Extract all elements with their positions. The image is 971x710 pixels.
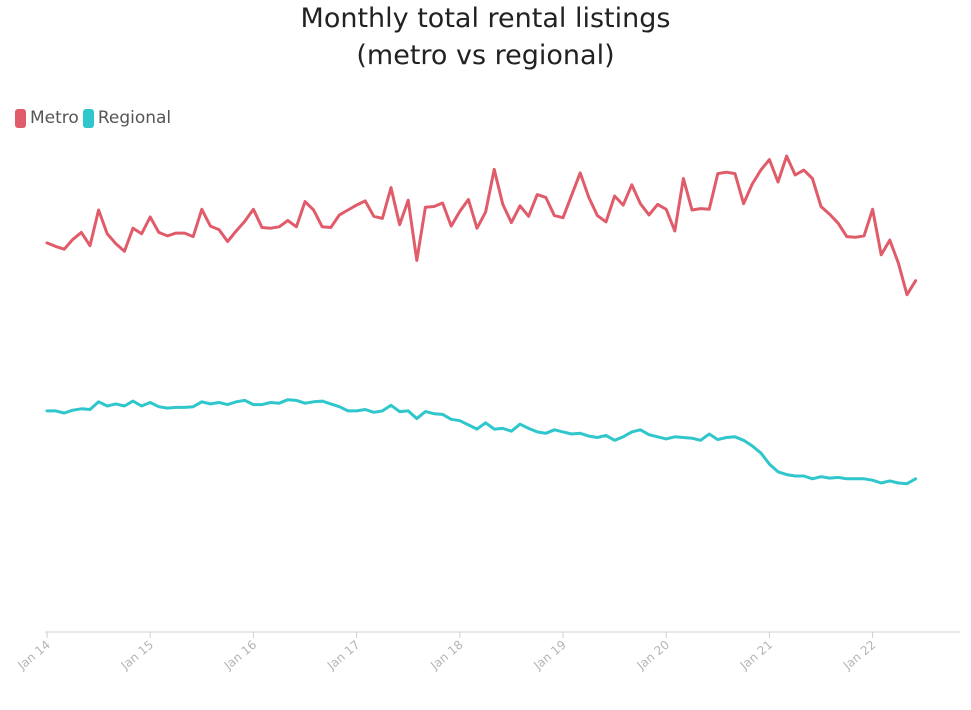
series-line-metro[interactable]: [45, 154, 918, 297]
x-tick-label: Jan 20: [634, 638, 673, 674]
legend-item-metro[interactable]: Metro: [15, 108, 79, 128]
legend-item-regional[interactable]: Regional: [82, 108, 172, 128]
x-tick-label: Jan 21: [737, 638, 776, 674]
x-tick-label: Jan 17: [324, 638, 363, 674]
chart-title-line-1: Monthly total rental listings: [300, 3, 671, 34]
x-tick-label: Jan 14: [14, 638, 53, 674]
chart-legend: Metro Regional: [15, 108, 175, 128]
legend-label-metro: Metro: [30, 108, 79, 128]
x-tick-label: Jan 18: [427, 638, 466, 674]
chart-title-line-2: (metro vs regional): [356, 40, 615, 71]
x-tick-label: Jan 22: [840, 638, 879, 674]
chart-title: Monthly total rental listings (metro vs …: [0, 0, 971, 74]
x-tick-label: Jan 15: [118, 638, 157, 674]
legend-swatch-metro: [15, 108, 26, 128]
legend-swatch-regional: [82, 108, 94, 128]
x-tick-label: Jan 16: [221, 638, 260, 674]
series-line-regional[interactable]: [45, 398, 918, 486]
x-tick-label: Jan 19: [530, 638, 569, 674]
legend-label-regional: Regional: [97, 108, 172, 128]
